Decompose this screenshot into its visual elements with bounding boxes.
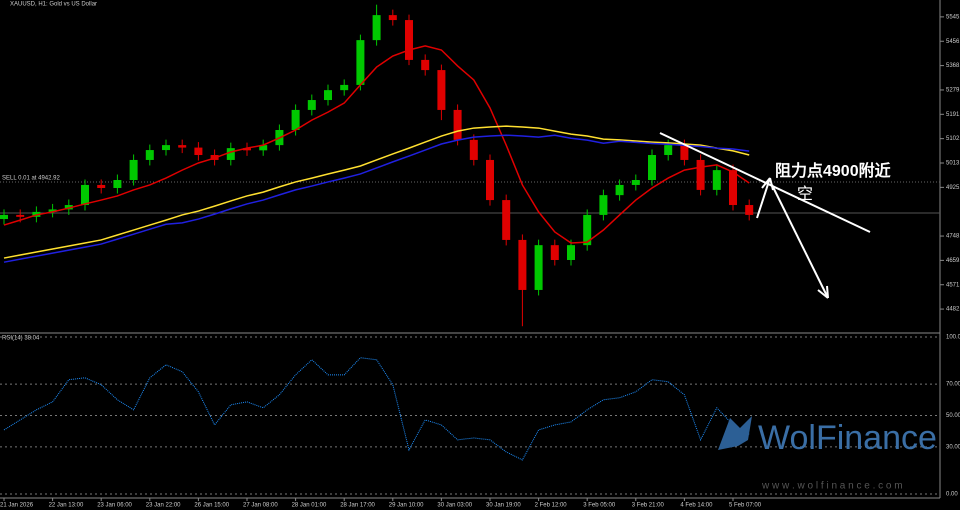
candle-body	[729, 170, 737, 206]
candle-body	[64, 205, 73, 210]
candle-body	[712, 170, 721, 190]
candle-body	[291, 109, 300, 130]
candle-body	[631, 180, 640, 185]
rsi-line	[3, 357, 750, 461]
candle-body	[48, 209, 57, 212]
candle-body	[194, 147, 203, 156]
x-tick-label: 4 Feb 14:00	[680, 503, 713, 509]
candle-body	[243, 148, 251, 151]
candle-body	[648, 155, 656, 181]
watermark: WolFinance w w w . w o l f i n a n c e .…	[718, 416, 937, 492]
x-tick-label: 30 Jan 03:00	[437, 503, 472, 509]
x-tick-label: 23 Jan 22:00	[146, 503, 181, 509]
candle-body	[307, 100, 316, 110]
candle-body	[113, 180, 122, 188]
candle-body	[469, 139, 478, 160]
x-tick-label: 30 Jan 19:00	[486, 503, 521, 509]
x-tick-label: 22 Jan 13:00	[49, 503, 84, 509]
y-tick-label: 4659.6	[946, 258, 960, 264]
y-tick-label: 5545.6	[946, 14, 960, 20]
candle-body	[259, 145, 268, 151]
candle-body	[356, 40, 365, 85]
candle-body	[145, 150, 154, 160]
trend-line	[771, 184, 829, 299]
trend-line	[659, 132, 871, 233]
candle-body	[453, 109, 462, 140]
x-tick-label: 21 Jan 2026	[0, 503, 34, 509]
y-tick-label: 5368.3	[946, 63, 960, 69]
x-tick-label: 28 Jan 17:00	[340, 503, 375, 509]
candle-body	[680, 145, 689, 160]
x-tick-label: 27 Jan 08:00	[243, 503, 278, 509]
y-tick-label: 5102.5	[946, 136, 960, 142]
candle-body	[550, 245, 559, 260]
candle-body	[324, 90, 332, 101]
y-tick-label: 4748.1	[946, 234, 960, 240]
y-tick-label: 5191.1	[946, 112, 960, 118]
candle-body	[437, 70, 446, 110]
x-tick-label: 28 Jan 01:00	[292, 503, 327, 509]
ma-line	[3, 45, 750, 244]
candle-body	[615, 184, 624, 196]
candle-body	[372, 15, 381, 41]
candle-body	[16, 214, 25, 217]
x-tick-label: 2 Feb 12:00	[535, 503, 568, 509]
candle-body	[745, 205, 754, 215]
x-tick-label: 26 Jan 15:00	[194, 503, 229, 509]
order-label: SELL 0.01 at 4942.92	[2, 176, 60, 182]
candle-body	[696, 159, 705, 190]
trend-line	[826, 285, 829, 299]
x-tick-label: 3 Feb 21:00	[632, 503, 665, 509]
x-tick-label: 23 Jan 06:00	[97, 503, 132, 509]
candle-body	[97, 184, 106, 188]
candle-body	[599, 195, 608, 215]
y-tick-label: 4482.4	[946, 307, 960, 313]
y-tick-label: 4925.3	[946, 185, 960, 191]
candle-body	[178, 145, 187, 148]
watermark-url: w w w . w o l f i n a n c e . c o m	[761, 481, 903, 492]
candle-body	[405, 20, 413, 60]
y-tick-label: 5279.7	[946, 88, 960, 94]
y-tick-label: 70.00	[946, 382, 960, 388]
y-tick-label: 5013.9	[946, 161, 960, 167]
candle-body	[0, 214, 8, 220]
x-tick-label: 29 Jan 10:00	[389, 503, 424, 509]
candle-body	[226, 148, 235, 160]
trend-line	[756, 177, 771, 219]
logo	[718, 416, 752, 450]
candle-body	[502, 200, 511, 240]
candle-body	[81, 184, 89, 206]
annotation: 阻力点4900附近	[775, 161, 891, 180]
y-tick-label: 30.00	[946, 444, 960, 450]
watermark-brand: WolFinance	[758, 419, 937, 457]
rsi-title: RSI(14) 38.04	[2, 336, 40, 342]
y-tick-label: 4571.0	[946, 282, 960, 288]
candle-body	[388, 15, 397, 21]
y-tick-label: 50.00	[946, 413, 960, 419]
y-tick-label: 5456.9	[946, 39, 960, 45]
ma-line	[3, 134, 750, 263]
candle-body	[567, 245, 575, 260]
candle-body	[340, 84, 349, 91]
candle-body	[518, 239, 527, 290]
candle-body	[534, 245, 543, 290]
y-tick-label: 0.00	[946, 492, 958, 498]
trend-line	[817, 289, 829, 299]
x-tick-label: 3 Feb 05:00	[583, 503, 616, 509]
candle-body	[162, 145, 170, 151]
chart-title: XAUUSD, H1: Gold vs US Dollar	[10, 2, 97, 8]
ma-line	[3, 125, 750, 259]
annotation: 空	[797, 185, 813, 203]
candle-body	[421, 59, 430, 71]
candle-body	[583, 214, 592, 246]
candle-body	[129, 159, 138, 181]
candle-body	[486, 159, 494, 201]
x-tick-label: 5 Feb 07:00	[729, 503, 762, 509]
y-tick-label: 100.00	[946, 335, 960, 341]
trend-line	[761, 177, 771, 189]
candle-body	[664, 145, 673, 156]
